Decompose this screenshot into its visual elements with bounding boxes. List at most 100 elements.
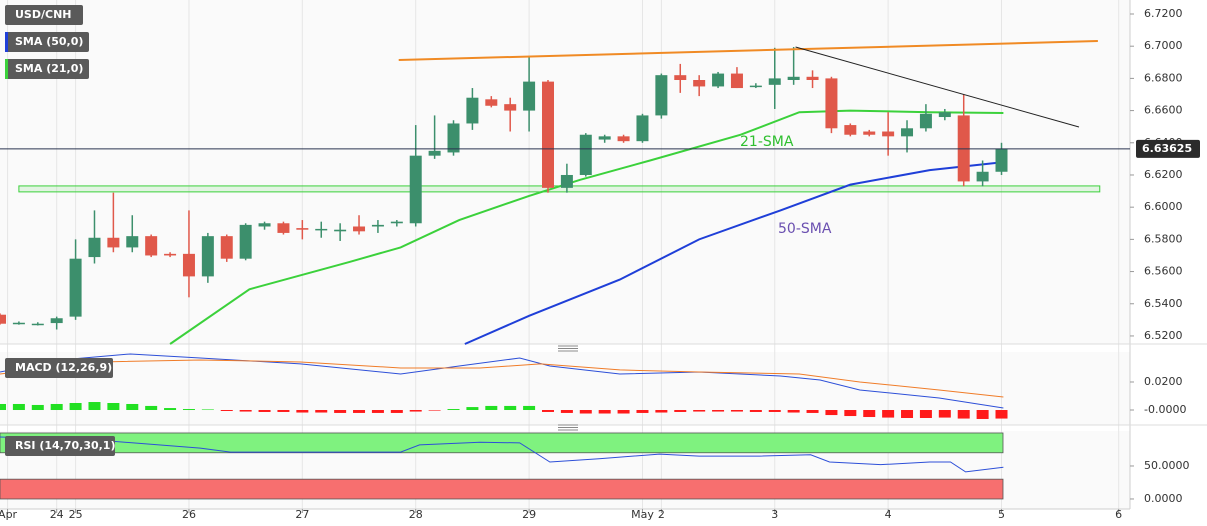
candle-body — [806, 76, 819, 81]
candle-body — [0, 314, 6, 324]
candle-body — [31, 323, 44, 326]
histogram-bar — [409, 410, 422, 412]
legend-item: SMA (21,0) — [5, 59, 89, 79]
histogram-bar — [50, 403, 63, 411]
candle-body — [69, 258, 82, 317]
candle-body — [258, 223, 271, 227]
histogram-bar — [938, 410, 951, 418]
candle-body — [447, 123, 460, 153]
histogram-bar — [485, 405, 498, 411]
candle-body — [636, 115, 649, 142]
line-series — [0, 436, 1004, 473]
histogram-bar — [995, 410, 1008, 419]
histogram-bar — [258, 410, 271, 412]
legend-item: MACD (12,26,9) — [5, 358, 113, 378]
histogram-bar — [12, 403, 25, 411]
histogram-bar — [126, 403, 139, 411]
candle-body — [239, 224, 252, 259]
x-tick-label: 28 — [409, 508, 423, 521]
histogram-bar — [844, 410, 857, 417]
histogram-bar — [182, 409, 195, 411]
legend-label: MACD (12,26,9) — [15, 361, 112, 374]
x-tick-label: 24 — [50, 508, 64, 521]
histogram-bar — [107, 403, 120, 411]
x-tick-label: 27 — [295, 508, 309, 521]
y-tick-label: 6.5400 — [1144, 297, 1183, 310]
candle-body — [220, 236, 233, 259]
candle-body — [674, 75, 687, 81]
histogram-bar — [371, 410, 384, 413]
x-tick-label: 29 — [522, 508, 536, 521]
histogram-bar — [693, 410, 706, 412]
candle-body — [334, 229, 347, 232]
histogram-bar — [145, 405, 158, 411]
histogram-bar — [768, 410, 781, 412]
annotation: 50-SMA — [778, 221, 832, 237]
candle-body — [466, 97, 479, 124]
candle-body — [825, 78, 838, 129]
y-tick-label: 6.5800 — [1144, 232, 1183, 245]
x-tick-label: Apr — [0, 508, 18, 521]
candle-body — [315, 228, 328, 231]
price-tag — [1136, 139, 1200, 158]
legend-label: SMA (21,0) — [15, 62, 83, 75]
annotation: 21-SMA — [740, 134, 794, 150]
candle-body — [730, 73, 743, 89]
candle-body — [541, 81, 554, 188]
candle-body — [995, 148, 1008, 172]
candle-body — [787, 76, 800, 81]
candle-body — [12, 322, 25, 325]
candle-body — [201, 236, 214, 277]
histogram-bar — [447, 409, 460, 411]
legend-box — [5, 5, 83, 25]
histogram-bar — [636, 410, 649, 413]
legend-box — [5, 358, 113, 378]
candle-body — [428, 150, 441, 156]
y-tick-label: 6.6600 — [1144, 104, 1183, 117]
candle-body — [409, 155, 422, 224]
y-tick-label: 6.7200 — [1144, 7, 1183, 20]
candle-body — [655, 75, 668, 116]
histogram-bar — [806, 410, 819, 413]
candle-body — [598, 136, 611, 140]
histogram-bar — [353, 410, 366, 413]
candle-body — [107, 237, 120, 248]
histogram-bar — [749, 410, 762, 412]
candle-body — [50, 318, 63, 324]
histogram-bar — [863, 410, 876, 418]
histogram-bar — [560, 410, 573, 413]
y-tick-label: 6.5600 — [1144, 265, 1183, 278]
histogram-bar — [466, 407, 479, 411]
candle-body — [901, 128, 914, 137]
candle-body — [882, 131, 895, 137]
candle-body — [88, 237, 101, 258]
candle-body — [182, 253, 195, 277]
histogram-bar — [334, 410, 347, 413]
resize-handle[interactable] — [558, 345, 578, 431]
line-series — [0, 359, 1004, 398]
candle-body — [371, 224, 384, 227]
histogram-bar — [579, 410, 592, 414]
histogram-bar — [674, 410, 687, 412]
histogram-bar — [220, 410, 233, 411]
line-series — [398, 40, 1098, 62]
legend-box — [5, 32, 89, 52]
histogram-bar — [825, 410, 838, 416]
y-tick-label: 6.6200 — [1144, 168, 1183, 181]
candle-body — [485, 99, 498, 106]
candle-body — [296, 228, 309, 230]
histogram-bar — [428, 410, 441, 411]
candle-body — [126, 236, 139, 248]
x-tick-label: May — [631, 508, 654, 521]
candle-body — [938, 112, 951, 118]
histogram-bar — [976, 410, 989, 419]
candle-body — [712, 73, 725, 87]
candle-body — [693, 80, 706, 87]
oversold-band — [0, 478, 1004, 500]
histogram-bar — [239, 410, 252, 412]
x-tick-label: 2 — [658, 508, 665, 521]
histogram-bar — [390, 410, 403, 413]
x-tick-label: 6 — [1115, 508, 1122, 521]
y-tick-label: 6.7000 — [1144, 39, 1183, 52]
